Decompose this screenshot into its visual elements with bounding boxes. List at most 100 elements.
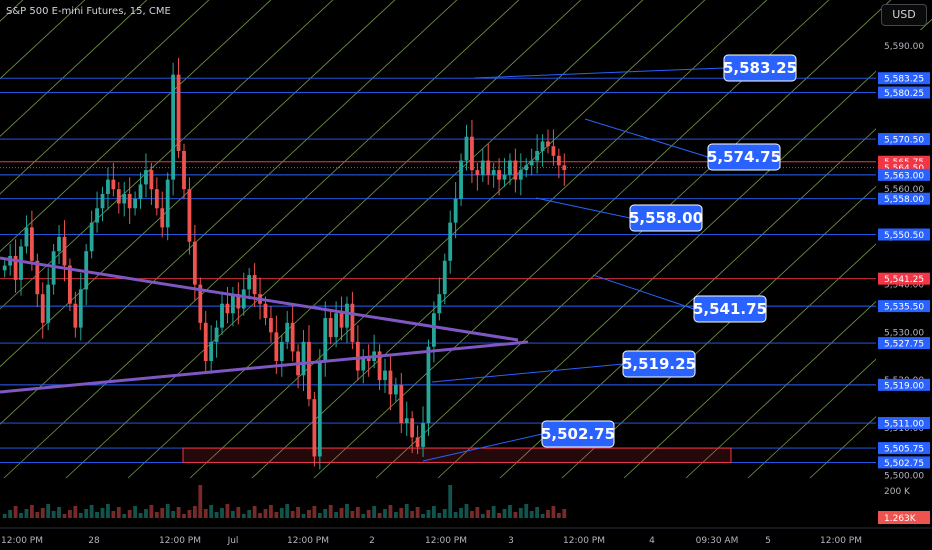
- volume-bar: [497, 513, 501, 518]
- candle-body: [241, 289, 246, 309]
- price-label-text: 5,505.75: [884, 445, 924, 455]
- volume-bar: [431, 506, 436, 518]
- price-label-box: [878, 378, 930, 391]
- price-label-box: [878, 133, 930, 146]
- candle-body: [491, 170, 496, 175]
- candle-body: [508, 160, 512, 175]
- volume-bar: [556, 513, 561, 518]
- current-volume-label: 1.263K: [884, 514, 917, 524]
- candle-body: [339, 313, 344, 328]
- candle-body: [361, 356, 366, 371]
- price-label-text: 5,563.00: [884, 171, 924, 181]
- candle-body: [426, 346, 431, 424]
- price-label-box: [878, 442, 930, 455]
- channel-line: [65, 0, 582, 479]
- volume-bar: [518, 508, 523, 518]
- volume-bar: [133, 506, 138, 518]
- x-tick-label: 12:00 PM: [563, 536, 605, 546]
- volume-bar: [220, 508, 224, 518]
- currency-button[interactable]: USD: [881, 4, 927, 26]
- candle-body: [350, 303, 355, 342]
- volume-bar: [73, 506, 78, 518]
- x-tick-label: 2: [369, 536, 375, 546]
- volume-bar: [8, 510, 13, 518]
- candle-body: [437, 294, 442, 314]
- candle-body: [171, 74, 176, 180]
- volume-axis-label: 200 K: [884, 487, 911, 497]
- volume-bar: [393, 512, 398, 518]
- candle-body: [393, 384, 398, 395]
- volume-bar: [524, 504, 529, 518]
- volume-bar: [285, 504, 290, 518]
- volume-bar: [171, 511, 176, 518]
- volume-bar: [442, 509, 447, 518]
- volume-bar: [252, 506, 257, 518]
- candle-body: [203, 322, 208, 361]
- candle-body: [198, 284, 203, 323]
- volume-bar: [279, 508, 284, 518]
- candle-body: [138, 184, 143, 199]
- candle-body: [388, 370, 393, 395]
- volume-bar: [138, 513, 143, 518]
- candle-body: [100, 193, 105, 209]
- candle-body: [165, 179, 170, 228]
- volume-bar: [546, 510, 550, 518]
- channel-line: [0, 0, 210, 195]
- candle-body: [106, 179, 110, 194]
- volume-bar: [225, 504, 230, 518]
- volume-bar: [312, 506, 317, 518]
- volume-bar: [491, 506, 496, 518]
- channel-line: [0, 0, 396, 368]
- volume-bar: [486, 510, 491, 518]
- candle-body: [57, 236, 61, 252]
- volume-bar: [437, 513, 442, 518]
- volume-bar: [399, 508, 404, 518]
- callout-connector: [422, 433, 543, 462]
- volume-bar: [214, 512, 219, 518]
- candle-body: [524, 165, 529, 171]
- volume-bar: [236, 507, 241, 518]
- candle-body: [279, 341, 284, 361]
- callout-box: [541, 420, 615, 448]
- price-label-text: 5,550.50: [884, 231, 924, 241]
- candle-body: [377, 351, 382, 381]
- volume-bar: [328, 505, 333, 518]
- candle-body: [421, 423, 425, 447]
- volume-bar: [551, 506, 556, 518]
- volume-bar: [176, 507, 181, 518]
- candle-body: [562, 165, 567, 171]
- volume-label-box: [878, 511, 930, 524]
- callout-connector: [592, 274, 695, 310]
- candle-body: [144, 170, 148, 185]
- volume-bar: [426, 510, 431, 518]
- candle-body: [307, 341, 311, 400]
- candle-body: [111, 179, 116, 190]
- volume-bar: [203, 509, 208, 518]
- volume-bar: [480, 514, 485, 518]
- candle-body: [40, 294, 45, 323]
- volume-bar: [106, 504, 110, 518]
- candle-body: [127, 193, 132, 209]
- candle-body: [453, 198, 458, 223]
- time-axis-background: [0, 528, 932, 550]
- volume-bar: [307, 510, 311, 518]
- channel-line: [0, 0, 148, 137]
- candle-body: [551, 146, 556, 156]
- price-label-box: [878, 337, 930, 350]
- price-label-box: [878, 272, 930, 285]
- channel-line: [189, 0, 706, 479]
- price-label-box: [878, 72, 930, 85]
- candle-body: [540, 141, 545, 151]
- price-label-text: 5,502.75: [884, 459, 924, 469]
- volume-bar: [388, 505, 393, 518]
- volume-bar: [230, 511, 235, 518]
- price-label-box: [878, 300, 930, 313]
- volume-bar: [84, 509, 89, 518]
- candle-body: [214, 327, 219, 342]
- candle-body: [95, 208, 99, 223]
- channel-line: [747, 306, 932, 479]
- callout-connectors: [422, 67, 725, 462]
- y-tick-label: 5,590.00: [884, 42, 924, 52]
- price-label-text: 5,527.75: [884, 340, 924, 350]
